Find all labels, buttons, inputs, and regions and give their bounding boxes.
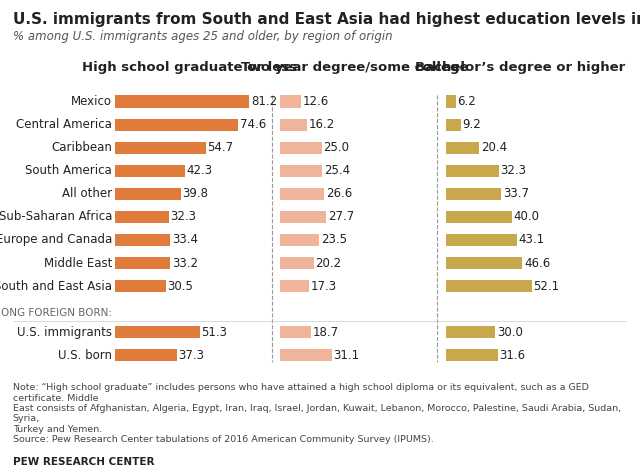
Text: 9.2: 9.2 <box>462 119 481 131</box>
Bar <box>280 188 324 200</box>
Bar <box>445 326 495 338</box>
Text: 74.6: 74.6 <box>240 119 266 131</box>
Bar <box>115 188 181 200</box>
Bar <box>115 96 250 108</box>
Text: AMONG FOREIGN BORN:: AMONG FOREIGN BORN: <box>0 307 112 317</box>
Text: 33.2: 33.2 <box>172 257 198 269</box>
Bar <box>280 210 326 223</box>
Text: Sub-Saharan Africa: Sub-Saharan Africa <box>0 210 112 223</box>
Bar <box>280 234 319 246</box>
Bar <box>115 165 185 177</box>
Text: % among U.S. immigrants ages 25 and older, by region of origin: % among U.S. immigrants ages 25 and olde… <box>13 30 392 42</box>
Bar <box>280 141 322 154</box>
Bar <box>445 141 479 154</box>
Bar <box>115 257 170 269</box>
Text: 42.3: 42.3 <box>187 164 213 178</box>
Text: Europe and Canada: Europe and Canada <box>0 234 112 247</box>
Bar <box>115 119 239 131</box>
Bar <box>445 119 461 131</box>
Bar <box>445 165 499 177</box>
Text: 32.3: 32.3 <box>170 210 196 223</box>
Text: 30.0: 30.0 <box>497 326 523 338</box>
Bar <box>280 119 307 131</box>
Bar <box>445 234 516 246</box>
Text: High school graduate or less: High school graduate or less <box>82 61 297 74</box>
Text: 31.1: 31.1 <box>333 348 360 362</box>
Bar <box>115 210 168 223</box>
Text: 27.7: 27.7 <box>328 210 354 223</box>
Bar <box>280 165 323 177</box>
Bar <box>445 188 501 200</box>
Bar <box>115 141 205 154</box>
Bar <box>445 280 532 292</box>
Bar <box>115 280 166 292</box>
Text: 26.6: 26.6 <box>326 188 352 200</box>
Bar <box>445 349 498 361</box>
Text: 81.2: 81.2 <box>251 95 277 109</box>
Text: South and East Asia: South and East Asia <box>0 279 112 293</box>
Bar <box>115 326 200 338</box>
Text: 18.7: 18.7 <box>313 326 339 338</box>
Text: 17.3: 17.3 <box>310 279 337 293</box>
Bar <box>115 349 177 361</box>
Text: South America: South America <box>25 164 112 178</box>
Bar <box>115 234 170 246</box>
Bar <box>280 96 301 108</box>
Text: PEW RESEARCH CENTER: PEW RESEARCH CENTER <box>13 457 154 467</box>
Text: U.S. immigrants from South and East Asia had highest education levels in 2016: U.S. immigrants from South and East Asia… <box>13 12 640 27</box>
Text: 51.3: 51.3 <box>202 326 228 338</box>
Text: 12.6: 12.6 <box>303 95 329 109</box>
Text: 25.4: 25.4 <box>324 164 350 178</box>
Text: Note: “High school graduate” includes persons who have attained a high school di: Note: “High school graduate” includes pe… <box>13 383 621 444</box>
Text: 31.6: 31.6 <box>499 348 525 362</box>
Bar <box>280 326 311 338</box>
Text: Bachelor’s degree or higher: Bachelor’s degree or higher <box>415 61 625 74</box>
Text: All other: All other <box>62 188 112 200</box>
Text: 39.8: 39.8 <box>182 188 209 200</box>
Bar <box>445 210 511 223</box>
Text: 46.6: 46.6 <box>524 257 550 269</box>
Text: 54.7: 54.7 <box>207 141 234 154</box>
Bar <box>445 257 522 269</box>
Text: 52.1: 52.1 <box>533 279 559 293</box>
Text: 6.2: 6.2 <box>458 95 476 109</box>
Text: Mexico: Mexico <box>71 95 112 109</box>
Text: 40.0: 40.0 <box>513 210 540 223</box>
Text: 37.3: 37.3 <box>179 348 204 362</box>
Text: Caribbean: Caribbean <box>51 141 112 154</box>
Text: Middle East: Middle East <box>44 257 112 269</box>
Text: 32.3: 32.3 <box>500 164 527 178</box>
Bar <box>280 257 314 269</box>
Bar <box>280 349 332 361</box>
Text: U.S. immigrants: U.S. immigrants <box>17 326 112 338</box>
Text: 30.5: 30.5 <box>167 279 193 293</box>
Text: 20.4: 20.4 <box>481 141 507 154</box>
Text: 16.2: 16.2 <box>308 119 335 131</box>
Text: 23.5: 23.5 <box>321 234 347 247</box>
Text: 25.0: 25.0 <box>323 141 349 154</box>
Text: Two year degree/some college: Two year degree/some college <box>241 61 468 74</box>
Text: 20.2: 20.2 <box>316 257 342 269</box>
Bar <box>280 280 309 292</box>
Text: 33.7: 33.7 <box>503 188 529 200</box>
Text: 33.4: 33.4 <box>172 234 198 247</box>
Text: Central America: Central America <box>16 119 112 131</box>
Bar <box>445 96 456 108</box>
Text: U.S. born: U.S. born <box>58 348 112 362</box>
Text: 43.1: 43.1 <box>518 234 545 247</box>
